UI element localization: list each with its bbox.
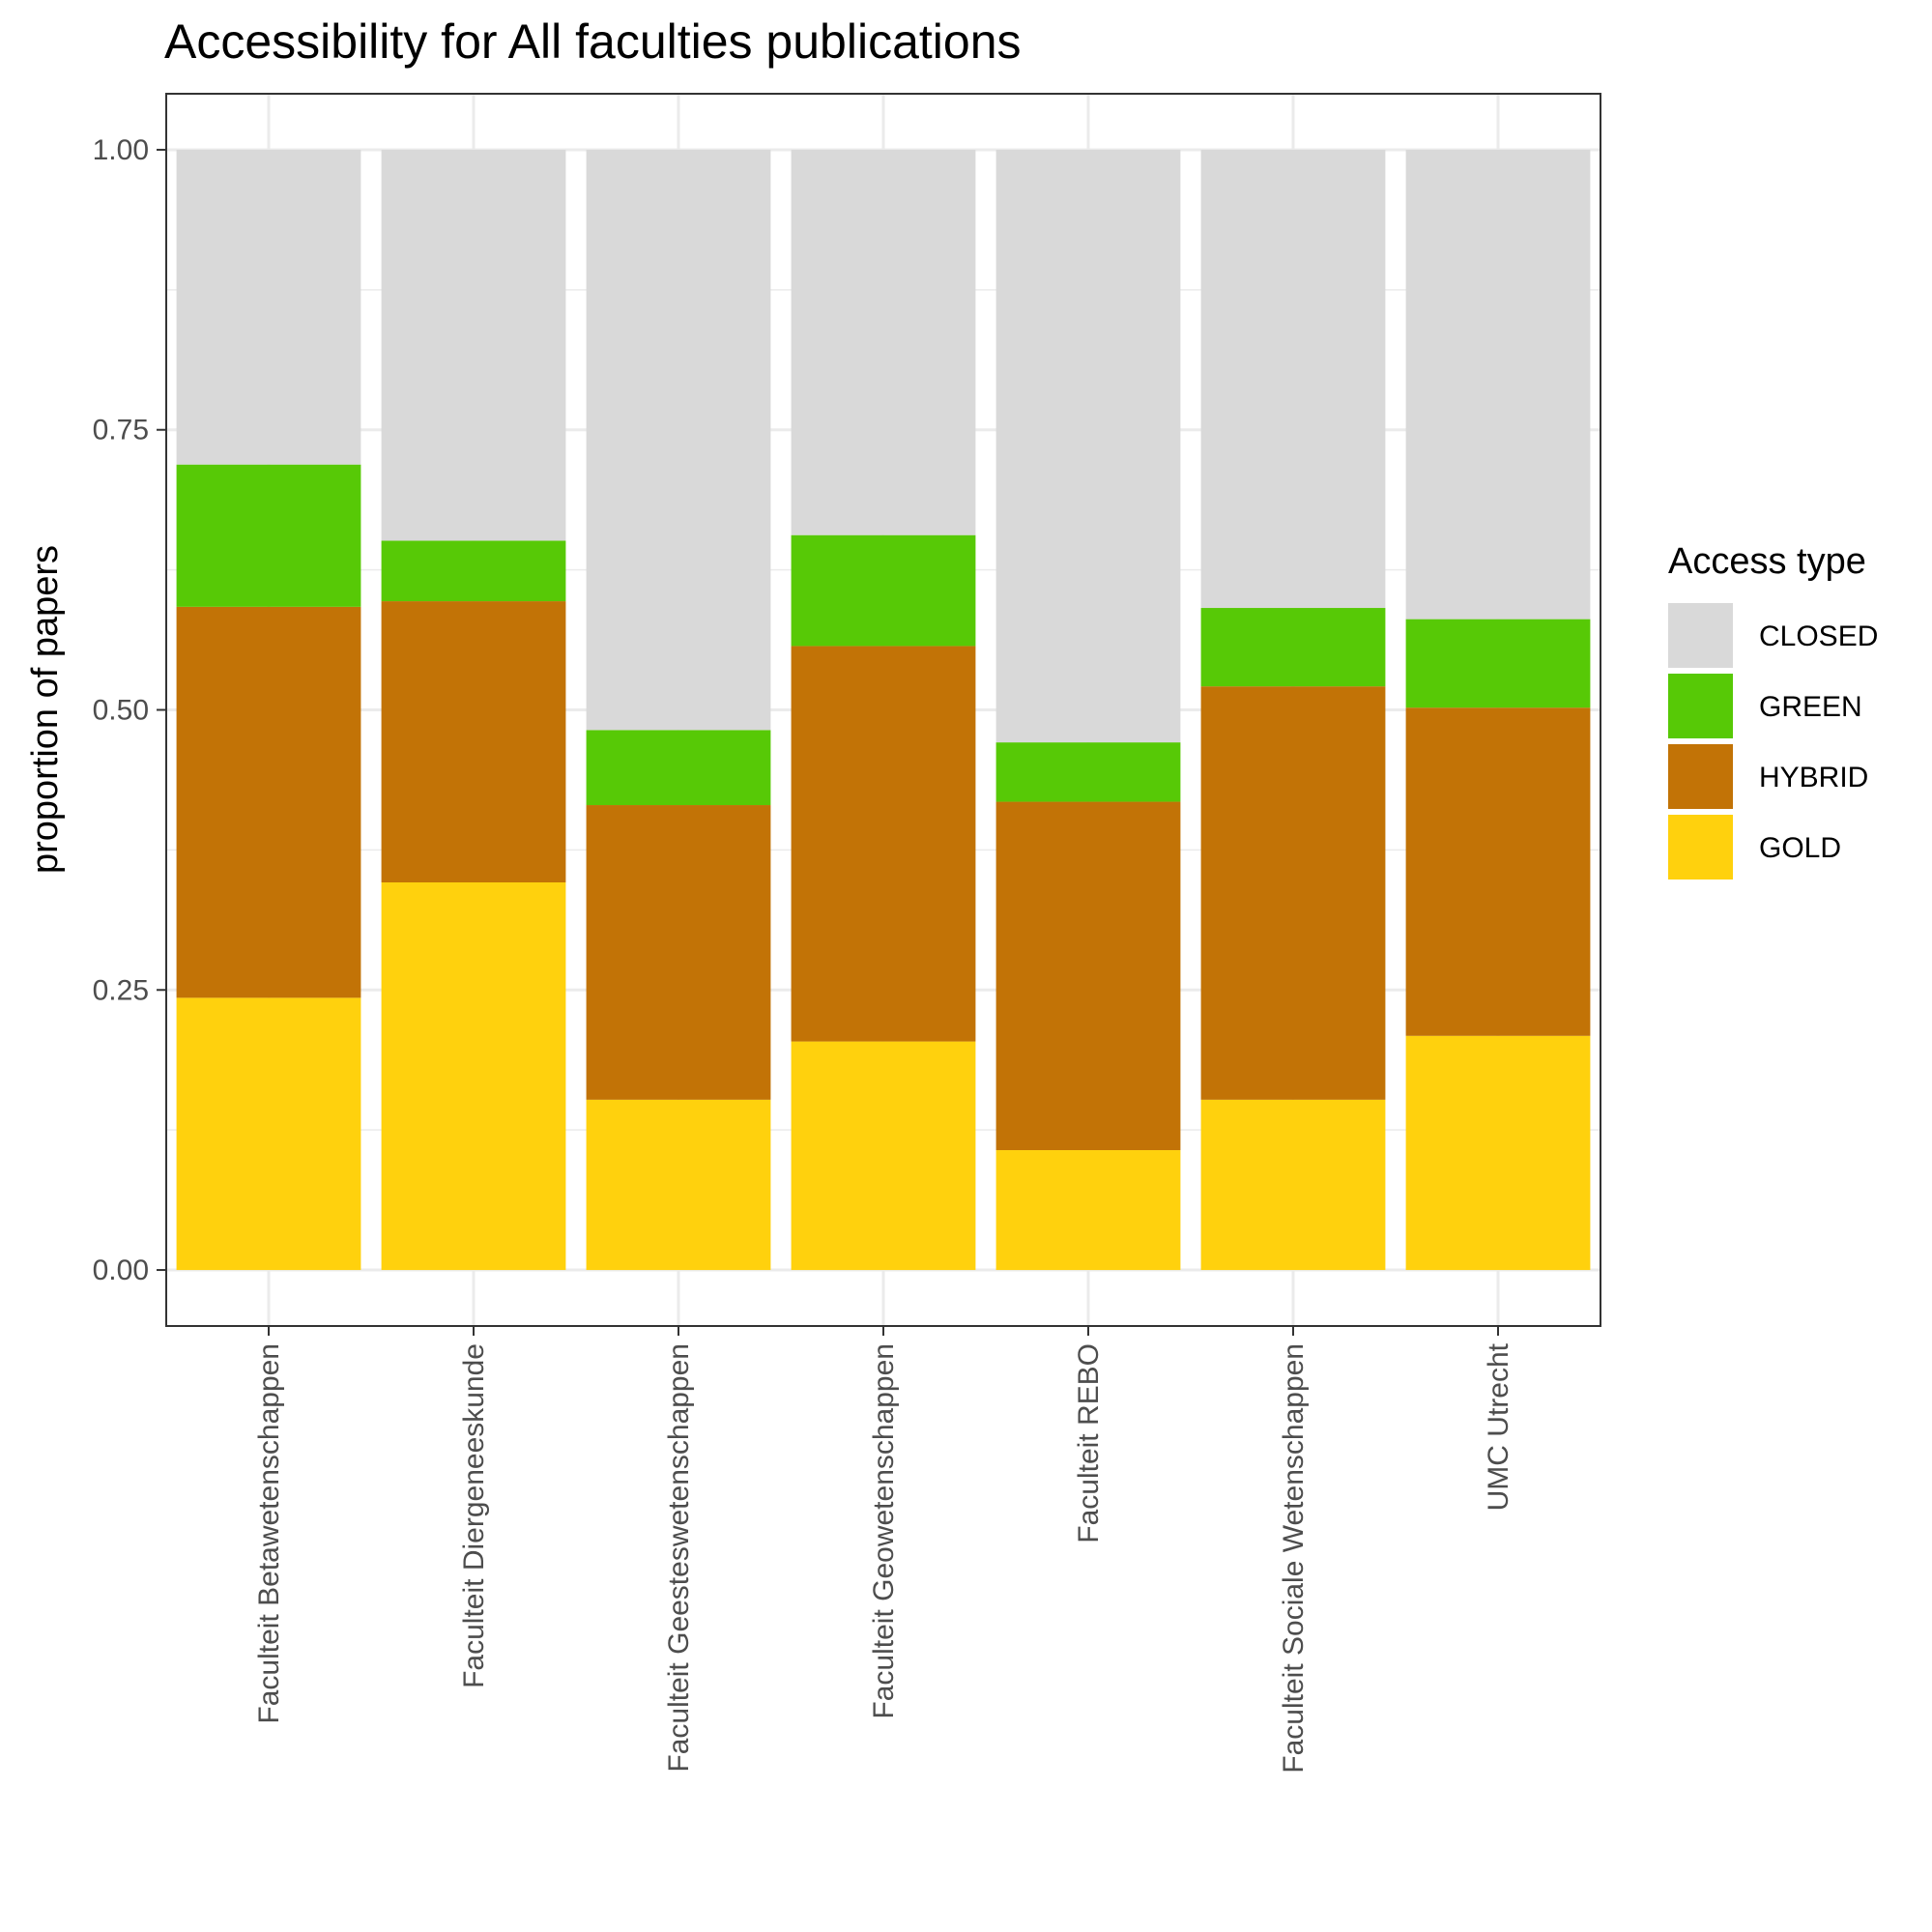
bar-segment-hybrid [586, 805, 771, 1100]
bar-segment-green [586, 730, 771, 806]
x-tick-label: Faculteit Sociale Wetenschappen [1278, 1343, 1310, 1773]
bar-segment-gold [1200, 1099, 1386, 1271]
legend-key-gold [1668, 815, 1733, 879]
y-tick-label: 1.00 [93, 134, 149, 166]
bar-segment-gold [1405, 1035, 1591, 1271]
y-axis: 0.00 0.25 0.50 0.75 1.00 [93, 134, 166, 1286]
y-tick-label: 0.50 [93, 695, 149, 727]
legend-label-green: GREEN [1759, 691, 1862, 723]
y-tick-label: 0.25 [93, 974, 149, 1006]
bar-segment-gold [586, 1099, 771, 1271]
x-tick-label: Faculteit Diergeneeskunde [458, 1343, 490, 1688]
bar-segment-hybrid [1405, 707, 1591, 1036]
bar-segment-green [1200, 608, 1386, 687]
bar-segment-closed [586, 149, 771, 731]
legend-key-closed [1668, 603, 1733, 668]
y-tick-label: 0.75 [93, 415, 149, 447]
bar-segment-green [1405, 619, 1591, 708]
bar-segment-gold [176, 997, 361, 1271]
bar-segment-hybrid [381, 601, 566, 882]
x-tick-label: Faculteit Betawetenschappen [253, 1343, 285, 1724]
bar-segment-closed [1405, 149, 1591, 620]
bar-segment-closed [176, 149, 361, 465]
bar-segment-hybrid [995, 801, 1181, 1151]
chart-title: Accessibility for All faculties publicat… [164, 14, 1022, 69]
legend-title: Access type [1668, 541, 1866, 582]
bar-segment-closed [381, 149, 566, 541]
x-tick-label: UMC Utrecht [1483, 1342, 1514, 1511]
legend-label-closed: CLOSED [1759, 620, 1878, 652]
y-tick-label: 0.00 [93, 1254, 149, 1286]
x-tick-label: Faculteit Geesteswetenschappen [663, 1343, 695, 1773]
x-tick-label: Faculteit Geowetenschappen [868, 1343, 900, 1719]
bar-segment-green [791, 534, 976, 647]
bar-segment-closed [791, 149, 976, 535]
legend-label-hybrid: HYBRID [1759, 762, 1868, 793]
bar-segment-hybrid [1200, 686, 1386, 1100]
legend-key-green [1668, 674, 1733, 738]
x-tick-label: Faculteit REBO [1073, 1343, 1105, 1543]
bar-segment-green [381, 540, 566, 602]
legend-key-hybrid [1668, 744, 1733, 809]
bar-segment-closed [995, 149, 1181, 743]
bar-segment-green [176, 464, 361, 607]
bars [176, 149, 1591, 1271]
bar-segment-hybrid [791, 646, 976, 1042]
bar-segment-hybrid [176, 606, 361, 998]
x-axis: Faculteit Betawetenschappen Faculteit Die… [253, 1326, 1514, 1773]
bar-segment-gold [381, 882, 566, 1271]
bar-segment-gold [791, 1041, 976, 1271]
bar-segment-gold [995, 1150, 1181, 1271]
y-axis-title: proportion of papers [25, 545, 66, 874]
bar-segment-closed [1200, 149, 1386, 609]
legend-label-gold: GOLD [1759, 832, 1841, 864]
bar-segment-green [995, 742, 1181, 802]
legend: Access type CLOSED GREEN HYBRID GOLD [1668, 541, 1878, 879]
